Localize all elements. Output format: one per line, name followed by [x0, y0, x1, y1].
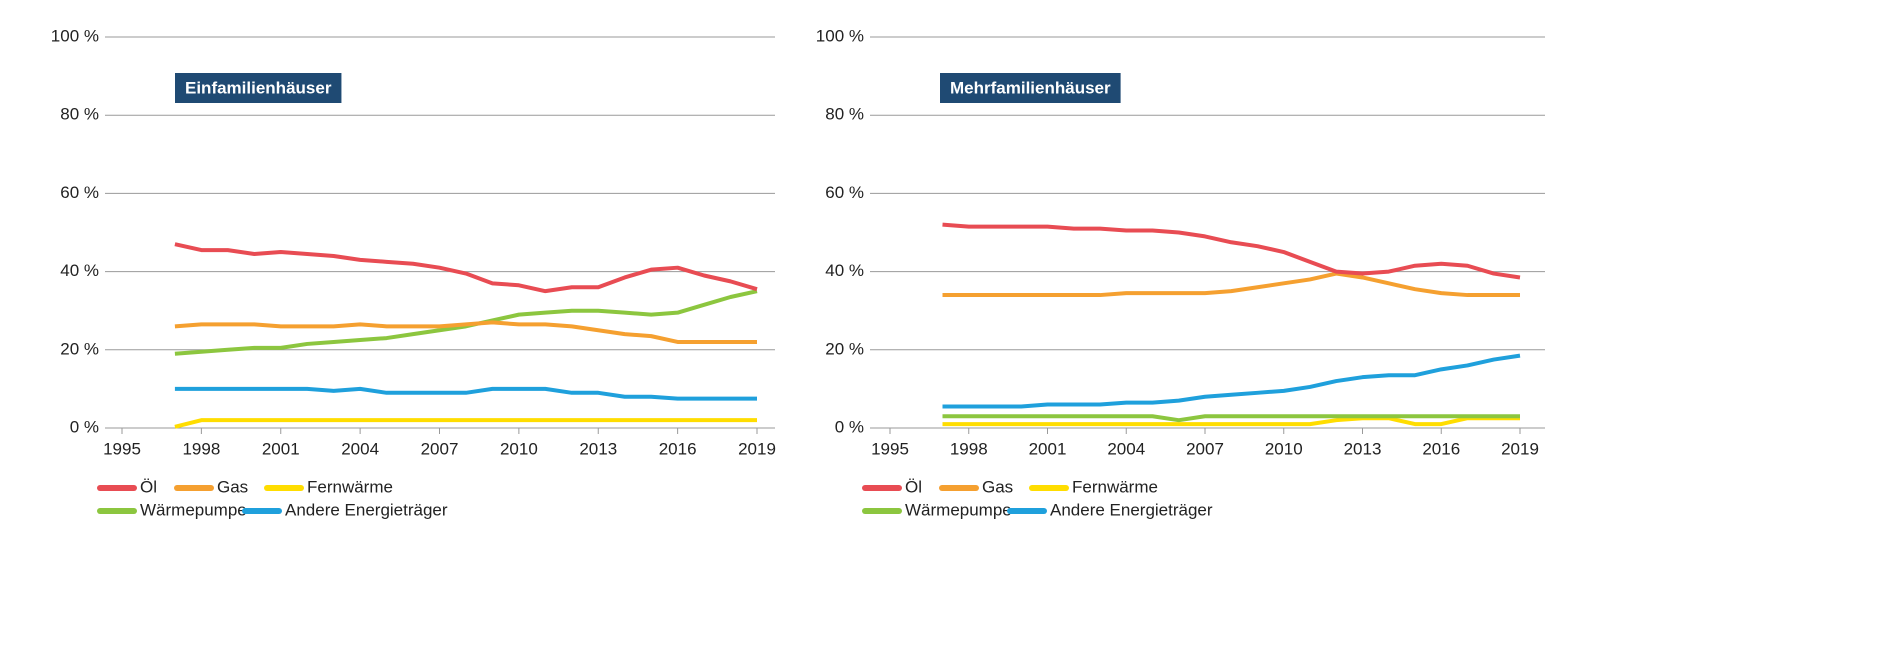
- x-tick-label: 2007: [421, 439, 459, 458]
- legend-label: Wärmepumpe: [905, 500, 1012, 519]
- y-tick-label: 40 %: [60, 261, 99, 280]
- x-tick-label: 2013: [1344, 439, 1382, 458]
- x-tick-label: 1995: [871, 439, 909, 458]
- legend-label: Andere Energieträger: [285, 500, 448, 519]
- title-badge: [940, 73, 1121, 103]
- x-tick-label: 1998: [950, 439, 988, 458]
- y-tick-label: 0 %: [70, 417, 99, 436]
- y-tick-label: 20 %: [825, 339, 864, 358]
- x-tick-label: 2013: [579, 439, 617, 458]
- x-tick-label: 1998: [182, 439, 220, 458]
- y-tick-label: 80 %: [60, 105, 99, 124]
- legend-label: Andere Energieträger: [1050, 500, 1213, 519]
- legend-label: Wärmepumpe: [140, 500, 247, 519]
- y-tick-label: 80 %: [825, 105, 864, 124]
- legend-label: Gas: [217, 477, 248, 496]
- x-tick-label: 2019: [738, 439, 776, 458]
- y-tick-label: 0 %: [835, 417, 864, 436]
- x-tick-label: 2019: [1501, 439, 1539, 458]
- x-tick-label: 2001: [262, 439, 300, 458]
- x-tick-label: 2010: [500, 439, 538, 458]
- title-badge: [175, 73, 342, 103]
- y-tick-label: 60 %: [825, 183, 864, 202]
- x-tick-label: 2010: [1265, 439, 1303, 458]
- x-tick-label: 2001: [1029, 439, 1067, 458]
- y-tick-label: 20 %: [60, 339, 99, 358]
- series-line: [942, 271, 1520, 298]
- legend-label: Öl: [140, 477, 157, 496]
- series-line: [174, 320, 757, 344]
- x-tick-label: 2016: [659, 439, 697, 458]
- legend-label: Fernwärme: [307, 477, 393, 496]
- legend-label: Öl: [905, 477, 922, 496]
- y-tick-label: 40 %: [825, 261, 864, 280]
- legend-label: Fernwärme: [1072, 477, 1158, 496]
- x-tick-label: 2004: [341, 439, 379, 458]
- legend-label: Gas: [982, 477, 1013, 496]
- x-tick-label: 1995: [103, 439, 141, 458]
- series-line: [174, 386, 757, 401]
- x-tick-label: 2016: [1422, 439, 1460, 458]
- y-tick-label: 100 %: [51, 26, 99, 45]
- series-line: [942, 414, 1520, 423]
- x-tick-label: 2007: [1186, 439, 1224, 458]
- series-line: [942, 353, 1521, 409]
- y-tick-label: 100 %: [816, 26, 864, 45]
- chart-title: Einfamilienhäuser: [185, 78, 332, 97]
- chart-title: Mehrfamilienhäuser: [950, 78, 1111, 97]
- y-tick-label: 60 %: [60, 183, 99, 202]
- series-line: [174, 418, 757, 429]
- series-line: [942, 416, 1520, 427]
- series-line: [942, 222, 1521, 280]
- series-line: [174, 242, 758, 294]
- x-tick-label: 2004: [1107, 439, 1145, 458]
